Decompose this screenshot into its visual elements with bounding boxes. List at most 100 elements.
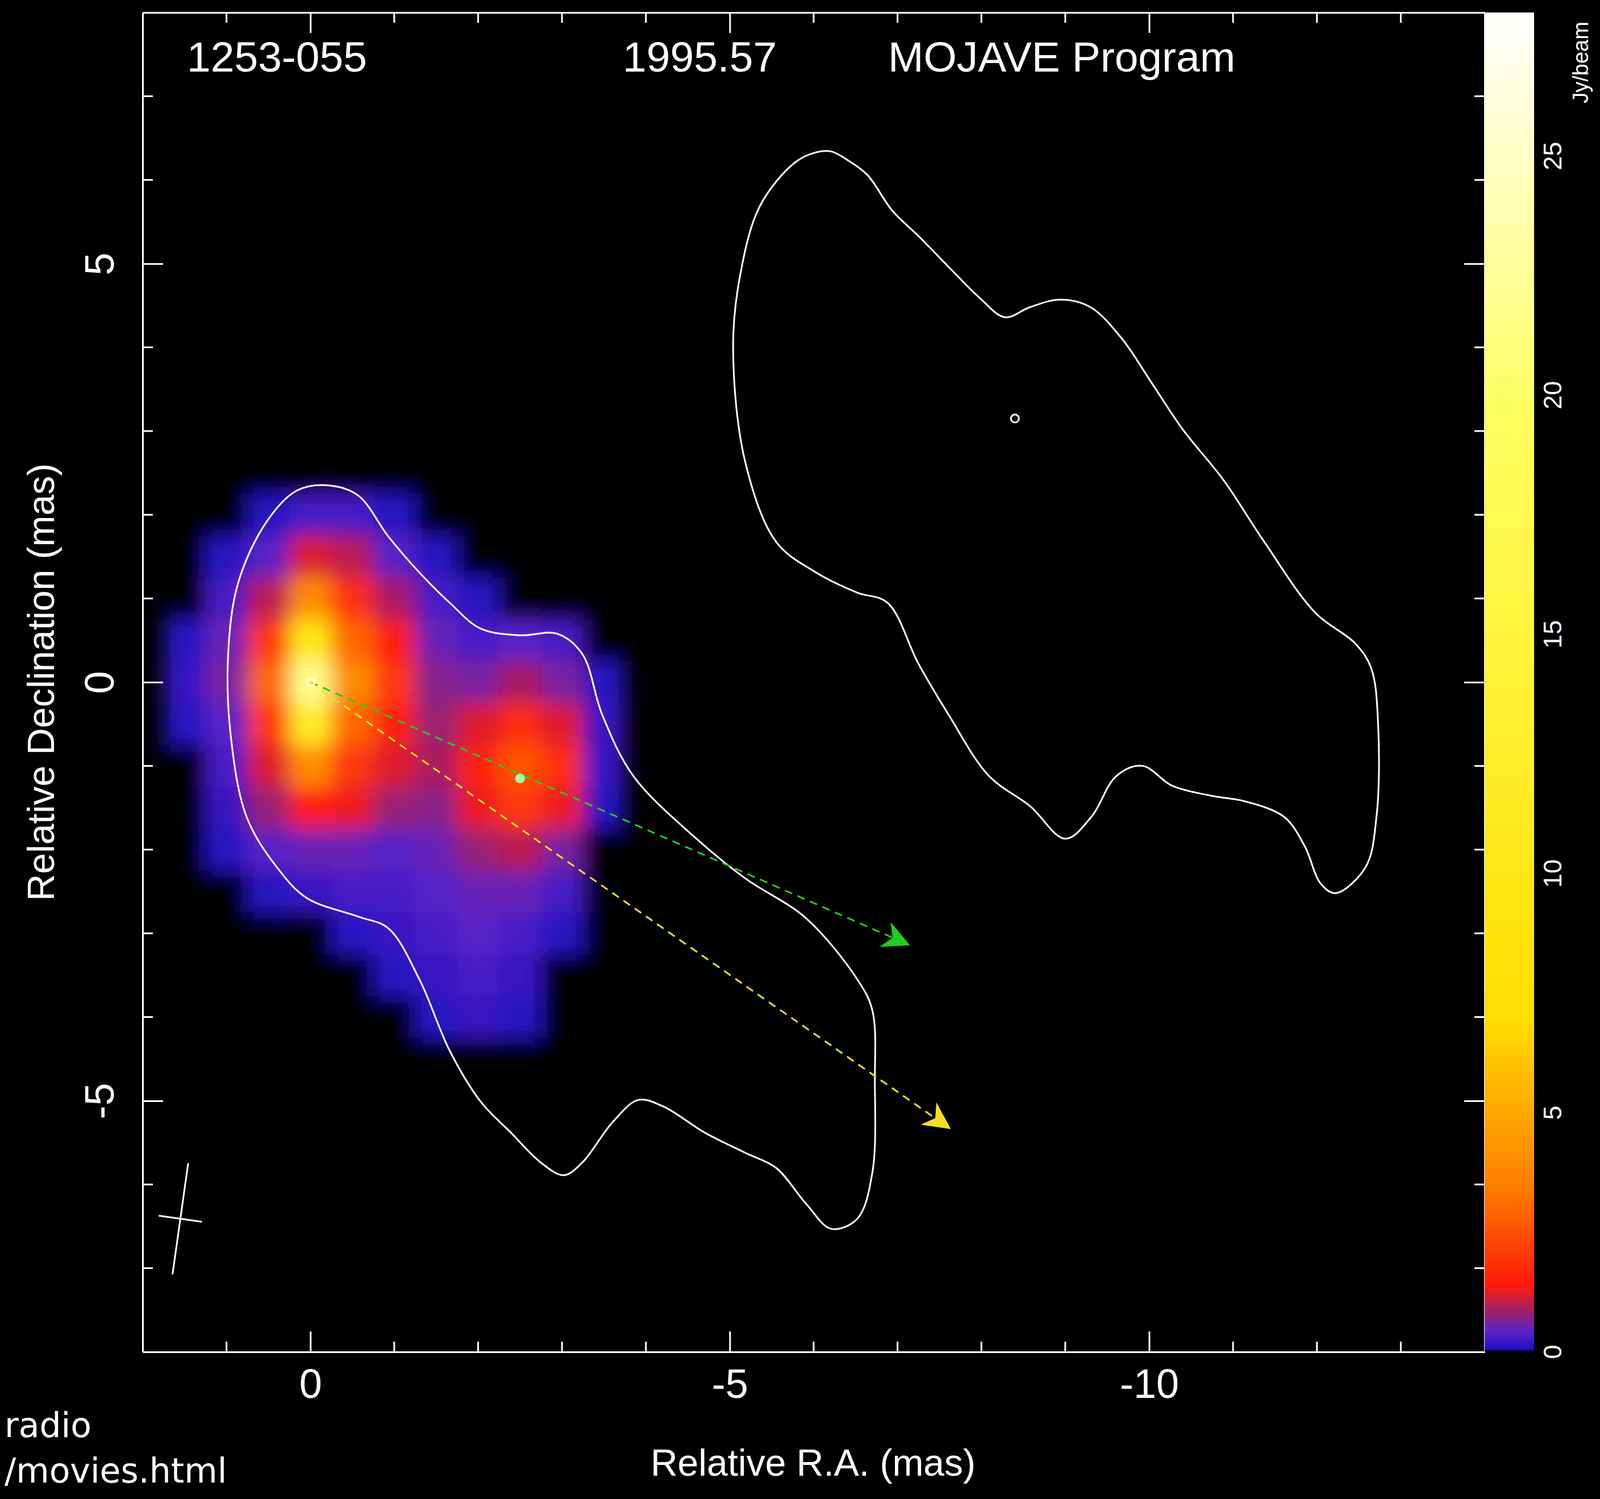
- cell: [582, 703, 626, 747]
- cell: [331, 619, 374, 662]
- colorbar: [1484, 12, 1535, 1353]
- cell: [163, 619, 207, 662]
- cell: [498, 954, 542, 998]
- cell: [205, 619, 249, 662]
- tick-label: -10: [1119, 1361, 1179, 1407]
- cell: [457, 577, 500, 621]
- cell: [289, 786, 332, 830]
- minor-tick: [1474, 514, 1485, 516]
- cell: [289, 996, 332, 1040]
- minor-tick: [1474, 430, 1485, 432]
- minor-tick: [1400, 12, 1402, 23]
- cell: [540, 703, 584, 747]
- cell: [373, 493, 416, 537]
- cell: [163, 577, 207, 621]
- minor-tick: [477, 12, 479, 23]
- tick: -5: [711, 1331, 749, 1407]
- cell: [331, 828, 374, 872]
- minor-tick: [1315, 1342, 1318, 1353]
- cell: [582, 619, 626, 662]
- cell: [289, 619, 332, 662]
- cell: [205, 786, 249, 830]
- cell: [373, 577, 416, 621]
- minor-tick: [896, 12, 899, 23]
- cell: [582, 828, 626, 872]
- cell: [415, 493, 458, 537]
- cell: [415, 828, 458, 872]
- cell: [498, 535, 542, 579]
- cell: [247, 786, 291, 830]
- cell: [415, 661, 458, 704]
- cell: [457, 912, 500, 956]
- cell: [205, 828, 249, 872]
- cell: [205, 577, 249, 621]
- cell: [540, 619, 584, 662]
- cell: [498, 1038, 542, 1081]
- tick: 5: [76, 252, 164, 276]
- minor-tick: [813, 1342, 815, 1353]
- cell: [540, 535, 584, 579]
- cell: [457, 996, 500, 1040]
- cell: [331, 661, 374, 704]
- minor-tick: [980, 1342, 983, 1353]
- tick-mark: [1464, 263, 1485, 265]
- minor-tick: [896, 1342, 899, 1353]
- cell: [247, 452, 291, 495]
- minor-tick: [644, 12, 647, 23]
- x-axis-title: Relative R.A. (mas): [650, 1442, 976, 1485]
- minor-tick: [225, 1342, 228, 1353]
- annotation: MOJAVE Program: [888, 32, 1236, 81]
- minor-tick: [1400, 1342, 1402, 1353]
- cell: [331, 954, 374, 998]
- cell: [415, 745, 458, 789]
- cell: [498, 703, 542, 747]
- cell: [163, 996, 207, 1040]
- tick-mark: [728, 1331, 731, 1353]
- cell: [582, 493, 626, 537]
- component: [306, 678, 315, 687]
- plot-area: [158, 151, 1379, 1275]
- cell: [247, 912, 291, 956]
- cell: [163, 703, 207, 747]
- cell: [540, 996, 584, 1040]
- cell: [205, 954, 249, 998]
- minor-tick: [142, 1184, 153, 1186]
- cell: [457, 493, 500, 537]
- cell: [498, 577, 542, 621]
- cell: [205, 745, 249, 789]
- cell: [498, 493, 542, 537]
- cell: [205, 912, 249, 956]
- tick-label: 5: [76, 252, 123, 276]
- cell: [205, 1038, 249, 1081]
- cell: [415, 452, 458, 495]
- cell: [331, 745, 374, 789]
- minor-tick: [225, 12, 228, 23]
- annotation: radio: [4, 1405, 92, 1446]
- cell: [457, 1038, 500, 1081]
- tick: [310, 12, 311, 33]
- minor-tick: [142, 1267, 153, 1270]
- cell: [331, 703, 374, 747]
- cell: [163, 493, 207, 537]
- cell: [163, 912, 207, 956]
- tick-mark: [142, 1100, 164, 1103]
- minor-tick: [393, 12, 395, 23]
- cell: [457, 703, 500, 747]
- cell: [331, 535, 374, 579]
- cell: [163, 828, 207, 872]
- cell: [415, 786, 458, 830]
- contour: [732, 151, 1379, 894]
- colorbar-tick-label: 0: [1538, 1344, 1568, 1360]
- cell: [373, 661, 416, 704]
- colorbar-tick-label: 5: [1538, 1105, 1568, 1120]
- tick-mark: [309, 1331, 312, 1353]
- colorbar-tick-label: 15: [1538, 620, 1568, 649]
- cell: [163, 535, 207, 579]
- minor-tick: [142, 848, 153, 851]
- cell: [582, 577, 626, 621]
- cell: [247, 954, 291, 998]
- cell: [373, 535, 416, 579]
- minor-tick: [561, 1342, 564, 1353]
- cell: [373, 786, 416, 830]
- minor-tick: [393, 1342, 395, 1353]
